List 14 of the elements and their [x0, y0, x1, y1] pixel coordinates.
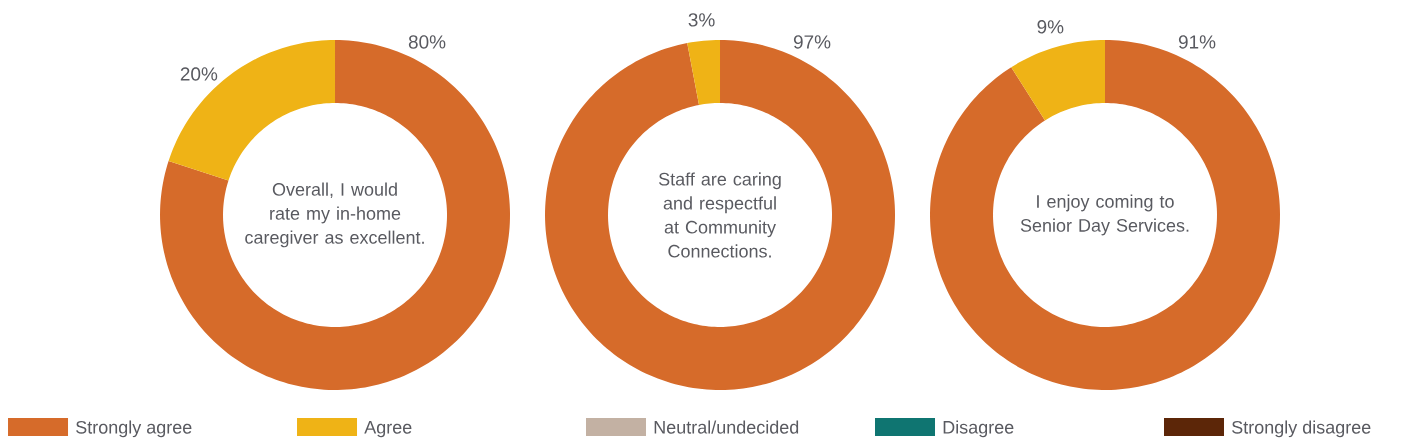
- data-label: 20%: [180, 67, 218, 81]
- legend-label: Strongly agree: [76, 420, 192, 438]
- data-label: 97%: [793, 35, 831, 49]
- text: Overall, I would rate my in-home caregiver as excellent.: [245, 182, 424, 248]
- legend-label: Agree: [364, 421, 412, 438]
- data-label: 91%: [1178, 35, 1216, 49]
- legend-label: Disagree: [943, 420, 1014, 438]
- legend-label: Neutral/undecided: [654, 420, 799, 434]
- text: I enjoy coming to Senior Day Services.: [1020, 194, 1189, 236]
- data-label: 3%: [688, 13, 715, 27]
- text: Staff are caring and respectful at Community Connections.: [658, 172, 781, 258]
- data-label: 9%: [1037, 20, 1064, 34]
- legend-label: Strongly disagree: [1232, 420, 1371, 438]
- data-label: 80%: [408, 35, 446, 49]
